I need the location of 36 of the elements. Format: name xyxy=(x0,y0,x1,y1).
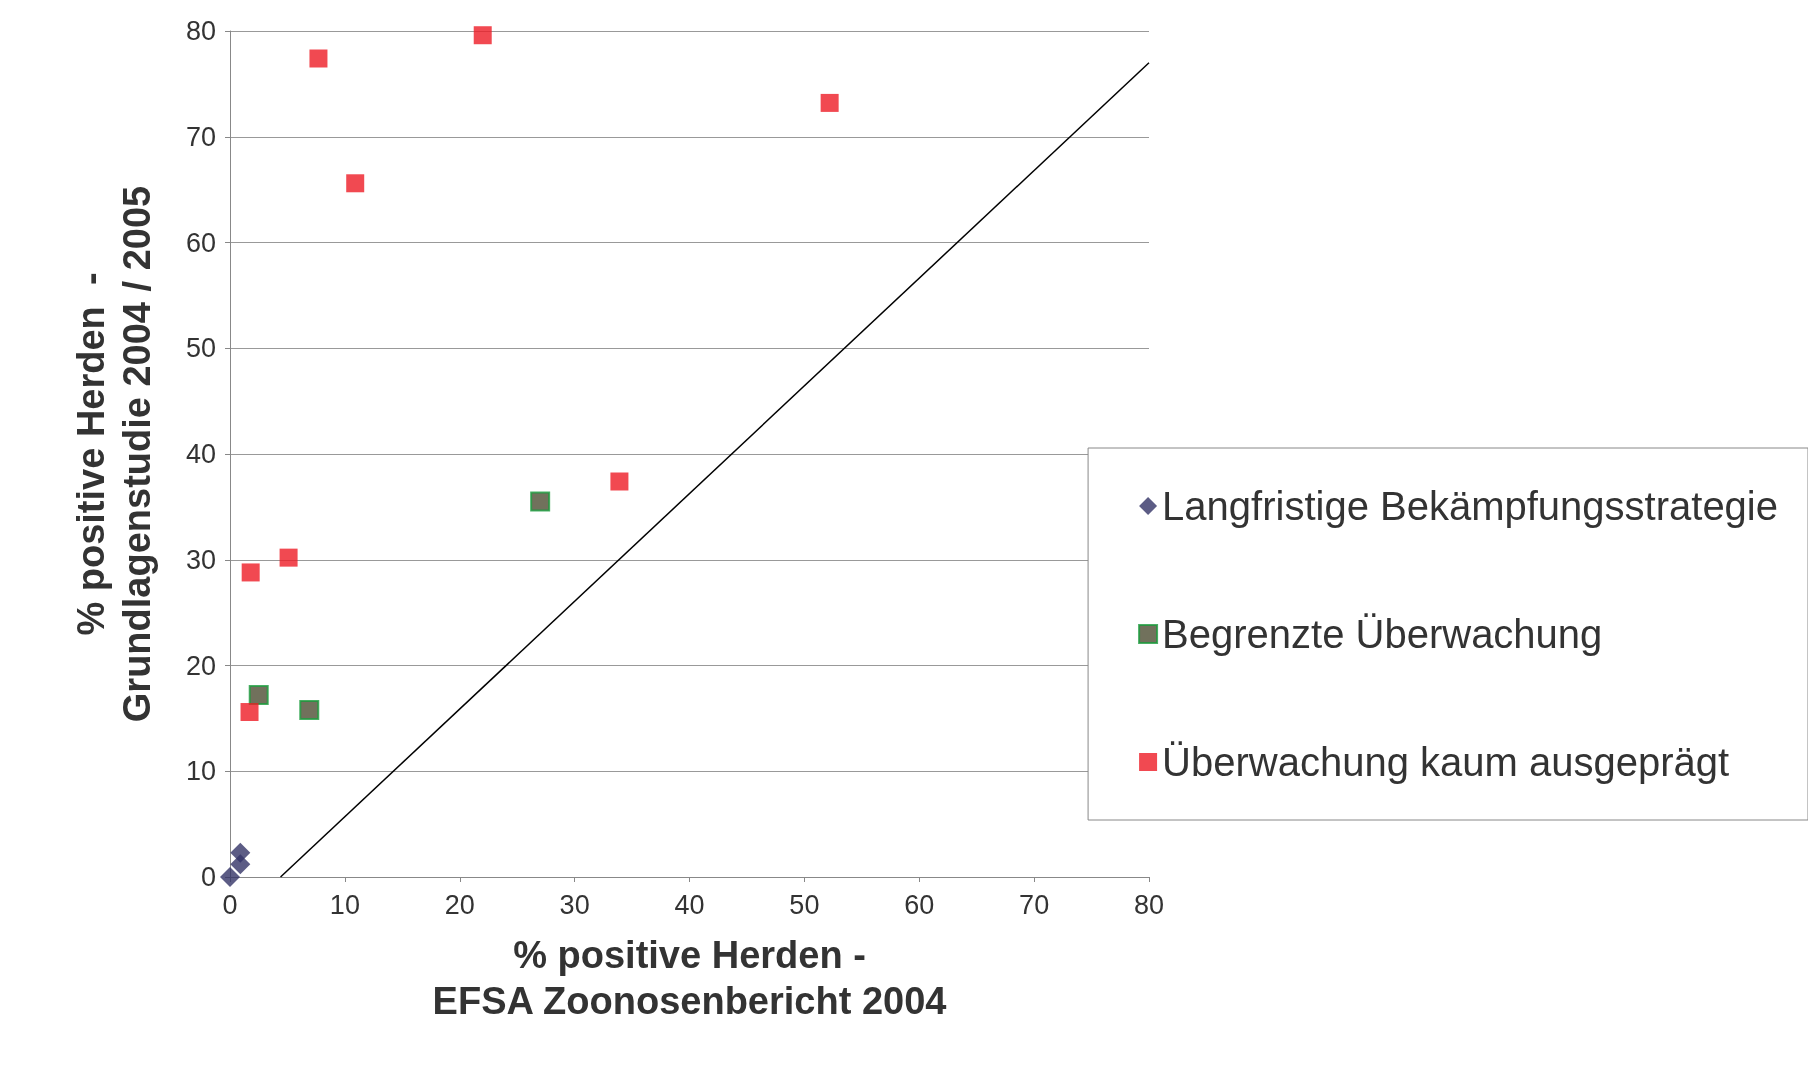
y-tick-label: 70 xyxy=(185,121,216,152)
x-tick-label: 40 xyxy=(674,889,705,920)
x-tick-label: 80 xyxy=(1133,889,1165,920)
y-tick-label: 10 xyxy=(185,756,216,787)
x-tick-label: 0 xyxy=(222,889,238,920)
y-tick-label: 30 xyxy=(185,544,216,575)
x-tick-label: 10 xyxy=(329,889,360,920)
point xyxy=(230,854,251,875)
legend-label: Begrenzte Überwachung xyxy=(1162,612,1603,656)
x-axis-title: % positive Herden - EFSA Zoonosenbericht 2004 xyxy=(432,934,947,1022)
point xyxy=(610,472,629,491)
x-tick-label: 70 xyxy=(1019,889,1050,920)
point xyxy=(248,685,269,706)
x-tick-label: 20 xyxy=(444,889,475,920)
point xyxy=(309,49,328,68)
point xyxy=(346,174,365,193)
point xyxy=(220,867,240,887)
point xyxy=(820,93,839,112)
legend-label: Überwachung kaum ausgeprägt xyxy=(1162,740,1730,784)
y-tick-label: 0 xyxy=(200,862,216,892)
point xyxy=(473,26,492,45)
y-tick-label: 60 xyxy=(185,227,216,258)
x-tick-label: 50 xyxy=(789,889,820,920)
y-tick-label: 20 xyxy=(185,650,216,681)
point xyxy=(299,699,320,720)
point xyxy=(240,703,259,722)
x-tick-label: 60 xyxy=(904,889,935,920)
y-tick-label: 50 xyxy=(185,333,216,364)
y-axis-title: % positive Herden - Grundlagenstudie 2004 / 2005 xyxy=(70,185,158,723)
y-tick-label: 40 xyxy=(185,439,216,469)
x-tick-label: 30 xyxy=(559,889,590,920)
legend-label: Langfristige Bekämpfungsstrategie xyxy=(1162,484,1778,528)
point xyxy=(530,491,551,512)
y-tick-label: 80 xyxy=(185,16,216,46)
point xyxy=(279,548,298,567)
point xyxy=(241,563,260,582)
